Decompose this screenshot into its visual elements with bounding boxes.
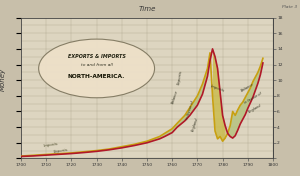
Ellipse shape — [39, 39, 154, 98]
Text: NORTH-AMERICA.: NORTH-AMERICA. — [68, 74, 125, 79]
Text: Time: Time — [138, 6, 156, 12]
Text: Exports: Exports — [54, 148, 69, 154]
Text: EXPORTS & IMPORTS: EXPORTS & IMPORTS — [68, 54, 125, 59]
Text: Plate 3: Plate 3 — [282, 5, 297, 9]
Text: in favour of: in favour of — [243, 91, 262, 105]
Text: Money: Money — [0, 68, 6, 91]
Text: Exports: Exports — [176, 70, 183, 85]
Text: England: England — [191, 117, 199, 132]
Text: Imports: Imports — [210, 84, 225, 93]
Text: Imports: Imports — [44, 142, 59, 148]
Text: Balance: Balance — [171, 90, 179, 105]
Text: England: England — [248, 103, 262, 114]
Text: Balance: Balance — [241, 82, 255, 93]
Text: in favour of: in favour of — [185, 100, 195, 120]
Text: to and from all: to and from all — [81, 62, 112, 67]
